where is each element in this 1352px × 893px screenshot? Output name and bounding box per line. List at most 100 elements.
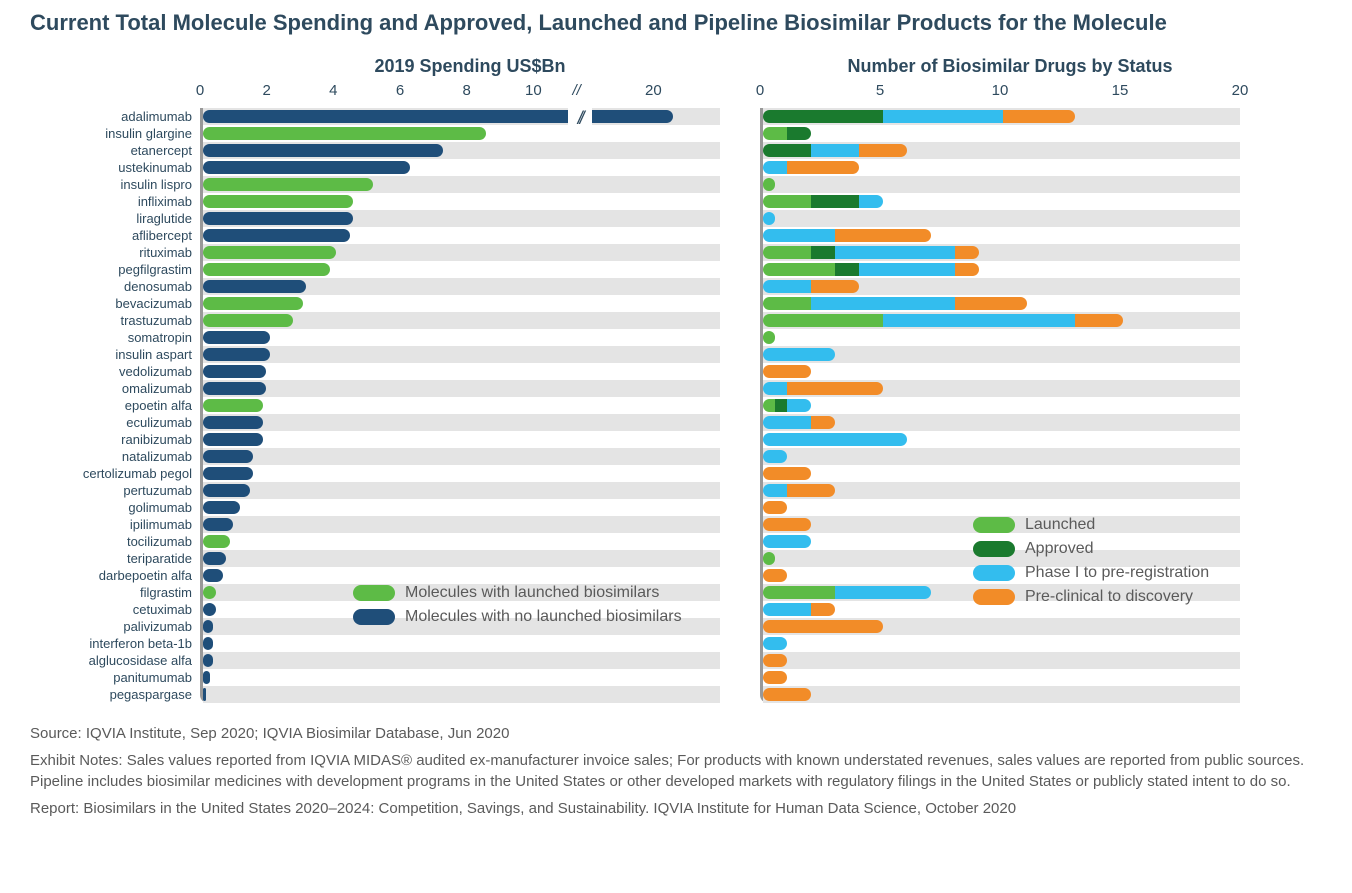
stack-segment <box>763 484 787 497</box>
molecule-label: pegaspargase <box>30 686 200 703</box>
stack-segment <box>787 382 883 395</box>
molecule-label: cetuximab <box>30 601 200 618</box>
row-bg <box>763 363 1240 380</box>
stack-segment <box>835 246 955 259</box>
row-bg <box>763 499 1240 516</box>
axis-break: // <box>572 82 580 99</box>
stack-segment <box>955 246 979 259</box>
row-bg <box>763 686 1240 703</box>
spending-bar <box>203 195 353 208</box>
stack-segment <box>763 416 811 429</box>
stack-segment <box>763 382 787 395</box>
row-bg <box>203 397 720 414</box>
stack-segment <box>883 314 1075 327</box>
molecule-label: certolizumab pegol <box>30 465 200 482</box>
bar-break: // <box>568 108 592 125</box>
legend-item: Phase I to pre-registration <box>973 564 1209 582</box>
notes-text: Exhibit Notes: Sales values reported fro… <box>30 750 1322 792</box>
stack-segment <box>763 569 787 582</box>
row-bg <box>203 652 720 669</box>
molecule-label: aflibercept <box>30 227 200 244</box>
molecule-label: filgrastim <box>30 584 200 601</box>
axis-tick: 8 <box>462 82 470 99</box>
axis-tick: 10 <box>525 82 542 99</box>
molecule-label: pertuzumab <box>30 482 200 499</box>
axis-tick: 5 <box>876 82 884 99</box>
stack-segment <box>763 552 775 565</box>
row-bg <box>763 125 1240 142</box>
row-bg <box>203 482 720 499</box>
stack-segment <box>763 603 811 616</box>
spending-bar <box>203 127 486 140</box>
row-bg <box>203 346 720 363</box>
molecule-label: rituximab <box>30 244 200 261</box>
row-bg <box>203 414 720 431</box>
axis-tick: 6 <box>396 82 404 99</box>
spending-bar <box>203 518 233 531</box>
spending-bar <box>203 467 253 480</box>
spending-bar <box>203 620 213 633</box>
spending-bar <box>203 637 213 650</box>
row-bg <box>203 329 720 346</box>
stack-segment <box>763 348 835 361</box>
spending-bar <box>203 569 223 582</box>
molecule-label: teriparatide <box>30 550 200 567</box>
source-text: Source: IQVIA Institute, Sep 2020; IQVIA… <box>30 723 1322 744</box>
legend-label: Molecules with launched biosimilars <box>405 584 659 601</box>
stack-segment <box>763 331 775 344</box>
stack-segment <box>1075 314 1123 327</box>
row-bg <box>203 686 720 703</box>
stack-segment <box>763 467 811 480</box>
molecule-label: epoetin alfa <box>30 397 200 414</box>
stack-segment <box>763 501 787 514</box>
chart-title: Current Total Molecule Spending and Appr… <box>30 10 1322 36</box>
molecule-label: pegfilgrastim <box>30 261 200 278</box>
legend-swatch <box>353 585 395 601</box>
row-bg <box>203 431 720 448</box>
legend-label: Launched <box>1025 516 1095 533</box>
stack-segment <box>763 178 775 191</box>
spending-bar <box>203 246 336 259</box>
legend-label: Pre-clinical to discovery <box>1025 588 1193 605</box>
spending-bar <box>203 433 263 446</box>
legend-item: Launched <box>973 516 1209 534</box>
stack-segment <box>763 127 787 140</box>
spending-bar <box>203 688 206 701</box>
molecule-label: somatropin <box>30 329 200 346</box>
stack-segment <box>811 246 835 259</box>
stack-segment <box>763 280 811 293</box>
stack-segment <box>787 399 811 412</box>
axis-tick: 0 <box>756 82 764 99</box>
stack-segment <box>811 297 955 310</box>
row-bg <box>763 176 1240 193</box>
molecule-label: bevacizumab <box>30 295 200 312</box>
row-bg <box>763 652 1240 669</box>
molecule-label: natalizumab <box>30 448 200 465</box>
row-bg <box>763 210 1240 227</box>
spending-bar <box>203 654 213 667</box>
stack-segment <box>763 518 811 531</box>
stack-segment <box>811 144 859 157</box>
stack-segment <box>955 297 1027 310</box>
row-bg <box>203 380 720 397</box>
molecule-label: panitumumab <box>30 669 200 686</box>
legend-item: Molecules with no launched biosimilars <box>353 608 682 626</box>
spending-bar <box>203 110 673 123</box>
molecule-label: ranibizumab <box>30 431 200 448</box>
row-bg <box>203 669 720 686</box>
stack-segment <box>763 195 811 208</box>
row-bg <box>203 516 720 533</box>
molecule-label: trastuzumab <box>30 312 200 329</box>
spending-bar <box>203 144 443 157</box>
spending-bar <box>203 212 353 225</box>
molecule-label: infliximab <box>30 193 200 210</box>
axis-tick: 10 <box>992 82 1009 99</box>
right-axis: 05101520 <box>760 82 1260 108</box>
molecule-label: ipilimumab <box>30 516 200 533</box>
legend-swatch <box>973 541 1015 557</box>
stack-segment <box>763 314 883 327</box>
axis-tick: 20 <box>645 82 662 99</box>
spending-bar <box>203 161 410 174</box>
stack-segment <box>763 297 811 310</box>
molecule-label: liraglutide <box>30 210 200 227</box>
